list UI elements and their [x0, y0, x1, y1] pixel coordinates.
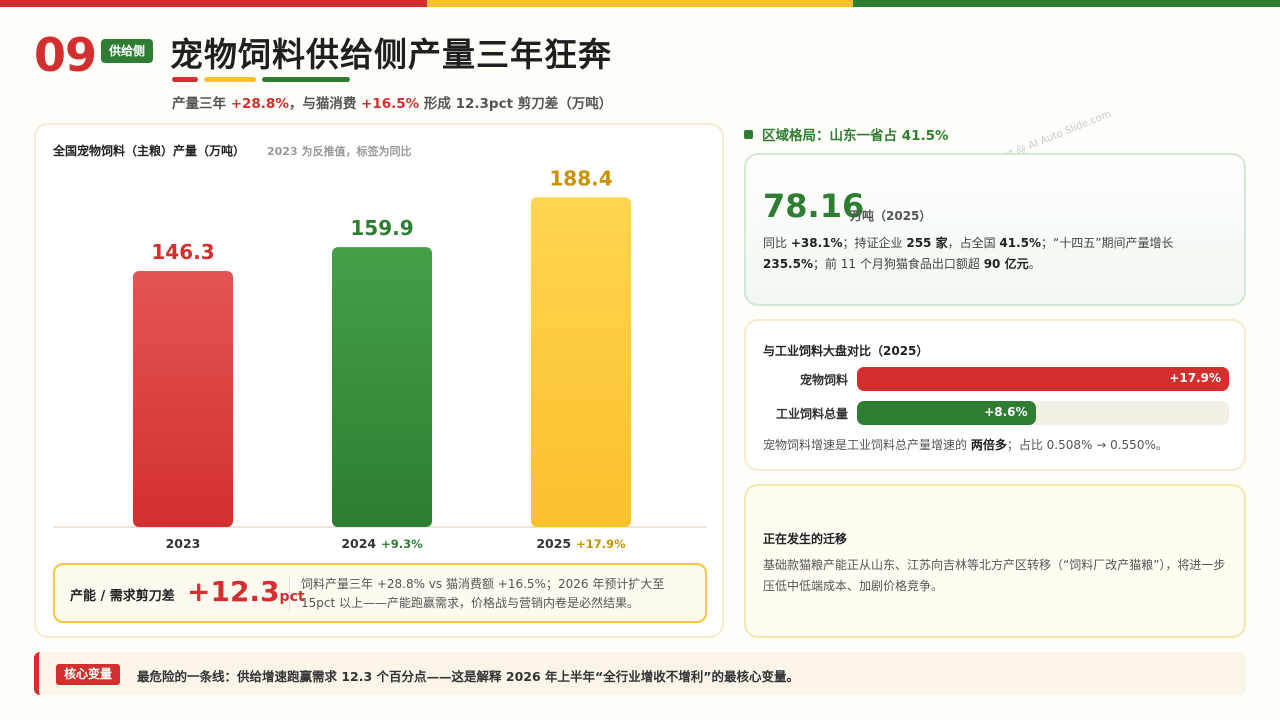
subtitle-part: ，与猫消费: [288, 96, 362, 112]
x-tick-label: 2023: [166, 536, 201, 551]
shandong-description: 同比 +38.1%；持证企业 255 家，占全国 41.5%；“十四五”期间产量…: [763, 233, 1233, 275]
comparison-value: +17.9%: [1169, 371, 1221, 385]
shandong-big-value: 78.16: [763, 187, 865, 225]
desc-text: 。: [1028, 257, 1041, 271]
subtitle-part: 产量三年: [172, 96, 231, 112]
note-text: 宠物饲料增速是工业饲料总产量增速的: [763, 438, 971, 452]
desc-bold: 90 亿元: [983, 257, 1029, 271]
x-tick-label: 2025 +17.9%: [536, 536, 626, 551]
desc-bold: 255 家: [906, 236, 948, 250]
footer-tag: 核心变量: [56, 664, 121, 685]
desc-text: ；前 11 个月狗猫食品出口额超: [812, 257, 984, 271]
comparison-track: +17.9%: [857, 367, 1229, 391]
subtitle-value: +16.5%: [361, 96, 420, 112]
comparison-row-pet: 宠物饲料 +17.9%: [746, 367, 1248, 391]
x-tick-year: 2024: [341, 536, 376, 551]
gap-text: 饲料产量三年 +28.8% vs 猫消费额 +16.5%；2026 年预计扩大至…: [301, 577, 665, 610]
desc-bold: +38.1%: [790, 236, 843, 250]
accent-line-yellow: [204, 77, 256, 82]
bar-2024: [332, 247, 432, 528]
page-subtitle: 产量三年 +28.8%，与猫消费 +16.5% 形成 12.3pct 剪刀差（万…: [172, 92, 612, 112]
migration-card: 正在发生的迁移 基础款猫粮产能正从山东、江苏向吉林等北方产区转移（“饲料厂改产猫…: [744, 484, 1246, 638]
shandong-unit: 万吨（2025）: [850, 209, 932, 223]
section-tag: 供给侧: [101, 39, 154, 63]
desc-text: ；持证企业: [842, 236, 907, 250]
x-tick-label: 2024 +9.3%: [341, 536, 423, 551]
note-text: ；占比 0.508% → 0.550%。: [1006, 438, 1168, 452]
x-tick-year: 2023: [166, 536, 201, 551]
top-bar-yellow: [426, 0, 854, 7]
comparison-fill-bar: +8.6%: [857, 401, 1036, 425]
comparison-label: 宠物饲料: [799, 373, 848, 387]
title-accent-lines: [172, 77, 350, 82]
desc-text: 同比: [763, 236, 791, 250]
subtitle-value: +28.8%: [230, 96, 289, 112]
gap-divider: [289, 575, 290, 611]
industrial-comparison-card: 与工业饲料大盘对比（2025） 宠物饲料 +17.9% 工业饲料总量 +8.6%…: [744, 319, 1246, 471]
desc-text: ，占全国: [947, 236, 1000, 250]
top-bar-red: [0, 0, 427, 7]
desc-text: ；“十四五”期间产量增长: [1041, 236, 1174, 250]
bar-value-label: 159.9: [350, 216, 413, 240]
bar-2023: [133, 270, 233, 527]
bar-2025: [531, 197, 631, 528]
gap-number: +12.3: [187, 575, 280, 608]
x-tick-year: 2025: [536, 536, 571, 551]
top-bar-green: [853, 0, 1280, 7]
accent-line-red: [172, 77, 198, 82]
square-bullet-icon: [744, 129, 753, 139]
comparison-value: +8.6%: [984, 405, 1028, 419]
chart-title: 全国宠物饲料（主粮）产量（万吨）: [53, 144, 246, 158]
comparison-note: 宠物饲料增速是工业饲料总产量增速的 两倍多；占比 0.508% → 0.550%…: [763, 436, 1168, 453]
yoy-label: +17.9%: [576, 537, 626, 551]
comparison-track: +8.6%: [857, 401, 1229, 425]
desc-bold: 235.5%: [763, 257, 813, 271]
gap-unit: pct: [279, 589, 305, 605]
migration-title: 正在发生的迁移: [763, 532, 848, 546]
subtitle-part: 形成 12.3pct 剪刀差（万吨）: [419, 96, 613, 112]
comparison-label: 工业饲料总量: [775, 407, 848, 421]
note-bold: 两倍多: [970, 438, 1007, 452]
section-number: 09: [34, 28, 97, 82]
desc-bold: 41.5%: [999, 236, 1042, 250]
gap-label: 产能 / 需求剪刀差: [70, 589, 175, 604]
gap-value: +12.3pct: [187, 575, 305, 608]
comparison-row-industrial: 工业饲料总量 +8.6%: [746, 401, 1248, 425]
page-title: 宠物饲料供给侧产量三年狂奔: [170, 35, 612, 74]
comparison-fill-bar: +17.9%: [857, 367, 1229, 391]
region-heading: 区域格局：山东一省占 41.5%: [744, 124, 949, 144]
chart-note: 2023 为反推值，标签为同比: [267, 145, 412, 158]
key-variable-footer: 核心变量 最危险的一条线：供给增速跑赢需求 12.3 个百分点——这是解释 20…: [34, 652, 1246, 695]
shandong-card: 78.16 万吨（2025） 同比 +38.1%；持证企业 255 家，占全国 …: [744, 153, 1246, 306]
migration-text: 基础款猫粮产能正从山东、江苏向吉林等北方产区转移（“饲料厂改产猫粮”），将进一步…: [763, 558, 1226, 593]
production-chart-card: 全国宠物饲料（主粮）产量（万吨） 2023 为反推值，标签为同比 146.3 20…: [34, 123, 724, 638]
accent-line-green: [262, 77, 350, 82]
region-heading-text: 区域格局：山东一省占 41.5%: [762, 128, 949, 144]
scissor-gap-box: 产能 / 需求剪刀差 +12.3pct 饲料产量三年 +28.8% vs 猫消费…: [53, 563, 707, 623]
bar-value-label: 146.3: [151, 240, 214, 264]
yoy-label: +9.3%: [381, 537, 423, 551]
bar-chart: 146.3 2023 159.9 2024 +9.3% 188.4 2025 +17.9%: [53, 166, 707, 551]
bar-value-label: 188.4: [549, 166, 612, 190]
top-color-bar: [0, 0, 1280, 7]
comparison-title: 与工业饲料大盘对比（2025）: [763, 344, 929, 358]
footer-text: 最危险的一条线：供给增速跑赢需求 12.3 个百分点——这是解释 2026 年上…: [137, 669, 799, 684]
